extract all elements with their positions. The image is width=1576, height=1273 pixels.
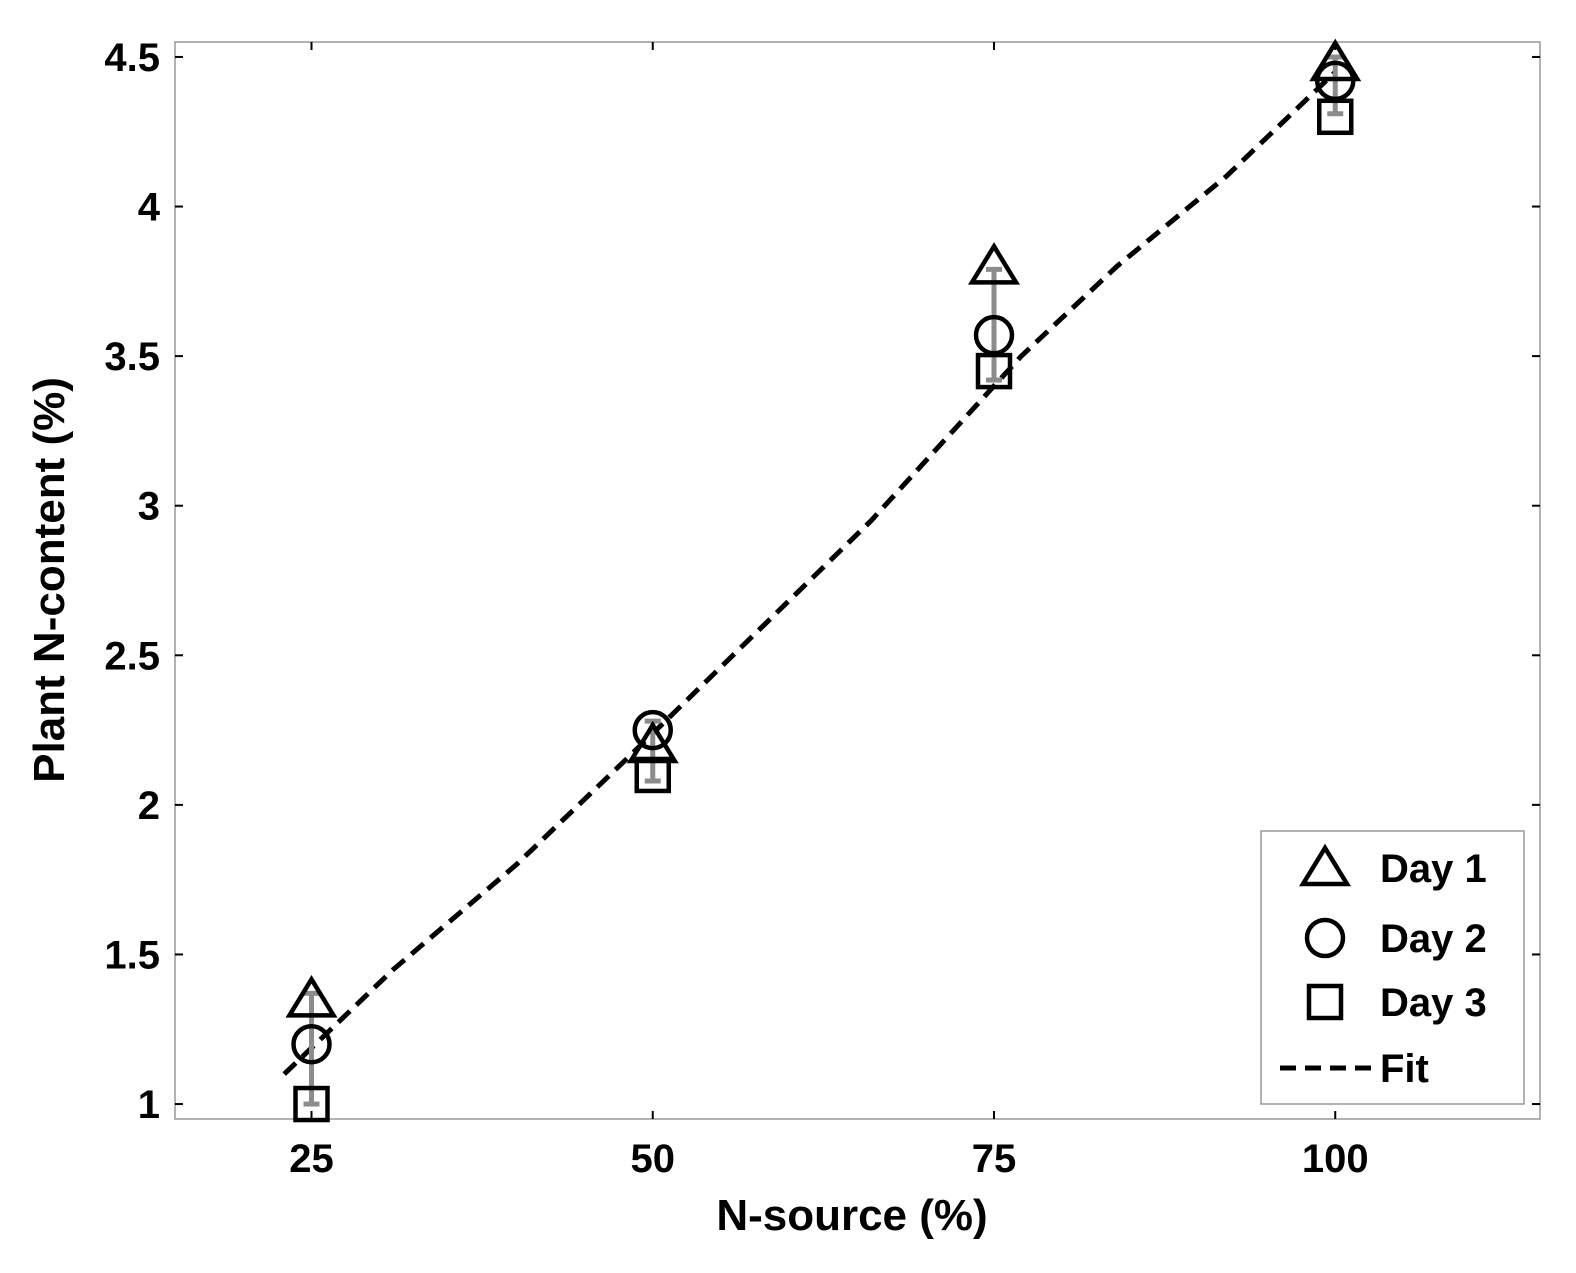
tick-labels: 25 50 75 100 1 1.5 2 2.5 3 3.5 4 4.5 [104, 36, 1368, 1181]
legend-square-marker [1306, 983, 1344, 1021]
legend-triangle-marker [1298, 843, 1352, 887]
x-tick-label: 50 [631, 1137, 676, 1181]
y-tick-label: 4.5 [104, 36, 160, 80]
y-tick-label: 2.5 [104, 634, 160, 678]
y-tick-label: 2 [138, 784, 160, 828]
legend: Day 1 Day 2 Day 3 Fit [1260, 830, 1525, 1105]
square-marker [975, 352, 1013, 390]
legend-circle-marker [1304, 917, 1346, 959]
legend-label: Day 1 [1380, 847, 1487, 891]
y-tick-label: 3 [138, 485, 160, 529]
triangle-marker [285, 975, 338, 1018]
x-axis-label: N-source (%) [716, 1191, 987, 1240]
y-axis-label: Plant N-content (%) [25, 377, 74, 783]
legend-items: Day 1 Day 2 Day 3 Fit [1280, 843, 1487, 1091]
x-tick-label: 25 [289, 1137, 334, 1181]
marker-layer [285, 38, 1362, 1123]
y-tick-label: 3.5 [104, 335, 160, 379]
x-tick-label: 75 [972, 1137, 1017, 1181]
ticks [175, 42, 1540, 1119]
triangle-marker [1309, 38, 1362, 82]
plot-frame [174, 41, 1541, 1120]
square-marker [1317, 98, 1354, 136]
circle-marker [632, 709, 673, 751]
x-tick-label: 100 [1302, 1137, 1369, 1181]
legend-label: Day 2 [1380, 917, 1487, 961]
legend-box [1260, 830, 1525, 1105]
triangle-marker [967, 242, 1021, 285]
square-marker [634, 756, 671, 794]
circle-marker [291, 1023, 332, 1065]
legend-fit-label: Fit [1380, 1047, 1429, 1091]
y-tick-label: 4 [138, 186, 161, 230]
fit-line [282, 70, 1338, 1076]
y-tick-label: 1.5 [104, 933, 160, 977]
legend-label: Day 3 [1380, 981, 1487, 1025]
y-tick-label: 1 [138, 1083, 160, 1127]
fit-layer [282, 70, 1338, 1076]
square-marker [293, 1085, 330, 1123]
errorbar-layer [303, 54, 1344, 1107]
